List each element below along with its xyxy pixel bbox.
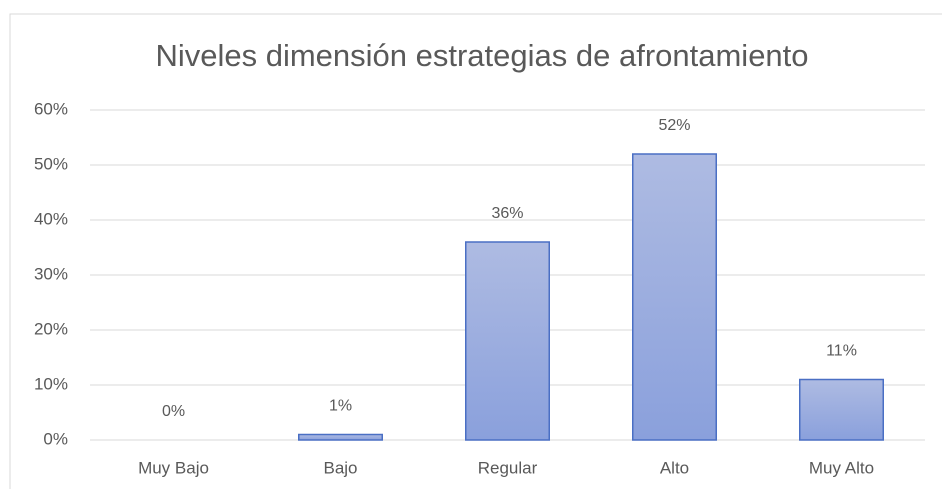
y-tick-label: 50% [34,154,68,173]
x-tick-label: Muy Bajo [138,458,209,477]
x-tick-label: Alto [660,458,689,477]
bar [799,378,884,441]
x-tick-label: Muy Alto [809,458,874,477]
y-tick-label: 60% [34,99,68,118]
x-tick-label: Regular [478,458,538,477]
data-label: 0% [162,403,185,420]
x-tick-label: Bajo [323,458,357,477]
bar [298,433,383,441]
data-label: 11% [826,343,857,360]
y-tick-label: 0% [43,429,68,448]
y-tick-label: 40% [34,209,68,228]
data-label: 52% [658,117,690,134]
y-tick-label: 30% [34,264,68,283]
bar [465,241,550,441]
bar [632,153,717,441]
y-tick-label: 10% [34,374,68,393]
chart-title: Niveles dimensión estrategias de afronta… [155,38,808,73]
y-tick-label: 20% [34,319,68,338]
data-label: 1% [329,398,352,415]
data-label: 36% [491,205,523,222]
